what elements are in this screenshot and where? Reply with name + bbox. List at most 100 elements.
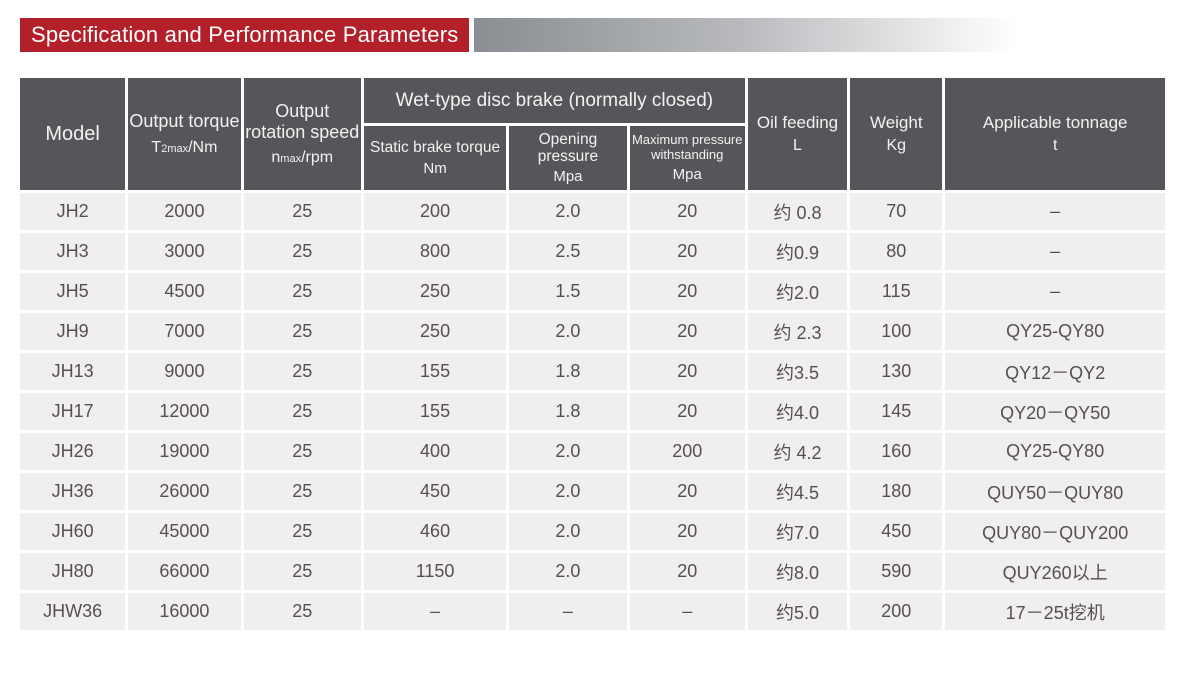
cell-output_speed: 25: [243, 473, 361, 510]
cell-model: JH5: [20, 273, 126, 310]
header-weight-label: Weight: [869, 112, 923, 132]
cell-model: JH9: [20, 313, 126, 350]
cell-opening_pressure: 2.5: [509, 233, 627, 270]
banner-gradient-bar: [474, 18, 1188, 52]
header-oil-feeding: Oil feeding L: [747, 78, 848, 190]
cell-static_brake_torque: 250: [363, 313, 507, 350]
header-max-pressure-label: Maximum pressure withstanding: [631, 132, 743, 162]
header-opening-pressure: Opening pressure Mpa: [509, 126, 627, 190]
table-row: JH36 26000 25 450 2.0 20 约4.5 180 QUY50－QUY80: [20, 473, 1165, 510]
cell-static_brake_torque: 155: [363, 353, 507, 390]
cell-max_pressure: 20: [629, 513, 745, 550]
cell-model: JH2: [20, 193, 126, 230]
header-opening-pressure-label: Opening pressure: [537, 130, 599, 165]
table-row: JH2 2000 25 200 2.0 20 约 0.8 70–: [20, 193, 1165, 230]
header-output-torque-symbol: T2max/Nm: [151, 138, 218, 156]
header-output-speed-symbol: nmax/rpm: [271, 148, 334, 166]
cell-output_torque: 2000: [128, 193, 241, 230]
cell-oil_feeding: 约0.9: [747, 233, 848, 270]
cell-static_brake_torque: 1150: [363, 553, 507, 590]
table-row: JH9 7000 25 250 2.0 20 约 2.3 100 QY25-QY80: [20, 313, 1165, 350]
header-model: Model: [20, 78, 126, 190]
cell-output_torque: 12000: [128, 393, 241, 430]
cell-static_brake_torque: 800: [363, 233, 507, 270]
cell-max_pressure: 200: [629, 433, 745, 470]
cell-output_speed: 25: [243, 393, 361, 430]
table-header: Model Output torque T2max/Nm Output rota…: [20, 78, 1165, 190]
spec-table: Model Output torque T2max/Nm Output rota…: [17, 75, 1168, 633]
cell-tonnage: QY12－QY2: [945, 353, 1165, 390]
cell-static_brake_torque: 250: [363, 273, 507, 310]
section-banner: Specification and Performance Parameters: [20, 18, 1188, 52]
table-row: JH80 66000 25 1150 2.0 20 约8.0 590 QUY260以上: [20, 553, 1165, 590]
cell-oil_feeding: 约7.0: [747, 513, 848, 550]
header-brake-group-label: Wet-type disc brake (normally closed): [395, 89, 714, 111]
cell-tonnage: QY25-QY80: [945, 313, 1165, 350]
cell-weight: 115: [850, 273, 943, 310]
cell-max_pressure: 20: [629, 273, 745, 310]
header-static-brake-unit: Nm: [423, 159, 447, 177]
cell-weight: 160: [850, 433, 943, 470]
cell-tonnage: –: [945, 273, 1165, 310]
cell-opening_pressure: 2.0: [509, 193, 627, 230]
header-tonnage-unit: t: [1052, 137, 1058, 155]
header-brake-group: Wet-type disc brake (normally closed): [363, 78, 745, 123]
header-static-brake: Static brake torque Nm: [363, 126, 507, 190]
header-weight: Weight Kg: [850, 78, 943, 190]
cell-model: JH36: [20, 473, 126, 510]
header-opening-pressure-unit: Mpa: [553, 168, 583, 186]
cell-output_torque: 4500: [128, 273, 241, 310]
cell-oil_feeding: 约5.0: [747, 593, 848, 630]
cell-max_pressure: –: [629, 593, 745, 630]
cell-output_speed: 25: [243, 313, 361, 350]
cell-tonnage: QUY260以上: [945, 553, 1165, 590]
table-row: JH3 3000 25 800 2.5 20 约0.9 80–: [20, 233, 1165, 270]
header-static-brake-label: Static brake torque: [370, 139, 501, 157]
cell-output_speed: 25: [243, 353, 361, 390]
cell-output_torque: 16000: [128, 593, 241, 630]
header-oil-feeding-label: Oil feeding: [756, 112, 839, 132]
cell-max_pressure: 20: [629, 313, 745, 350]
cell-model: JH26: [20, 433, 126, 470]
cell-oil_feeding: 约4.5: [747, 473, 848, 510]
cell-weight: 80: [850, 233, 943, 270]
cell-model: JH13: [20, 353, 126, 390]
cell-opening_pressure: 2.0: [509, 553, 627, 590]
cell-model: JHW36: [20, 593, 126, 630]
cell-max_pressure: 20: [629, 353, 745, 390]
cell-oil_feeding: 约8.0: [747, 553, 848, 590]
cell-max_pressure: 20: [629, 473, 745, 510]
cell-tonnage: QY25-QY80: [945, 433, 1165, 470]
header-tonnage-label: Applicable tonnage: [982, 112, 1128, 132]
header-model-label: Model: [45, 122, 100, 145]
cell-output_torque: 9000: [128, 353, 241, 390]
cell-tonnage: QY20－QY50: [945, 393, 1165, 430]
cell-opening_pressure: 1.5: [509, 273, 627, 310]
table-row: JH17 12000 25 155 1.8 20 约4.0 145 QY20－QY50: [20, 393, 1165, 430]
cell-weight: 145: [850, 393, 943, 430]
cell-output_torque: 3000: [128, 233, 241, 270]
cell-static_brake_torque: 400: [363, 433, 507, 470]
cell-static_brake_torque: –: [363, 593, 507, 630]
cell-tonnage: –: [945, 193, 1165, 230]
header-output-speed-label: Output rotation speed: [245, 101, 360, 142]
table-row: JH13 9000 25 155 1.8 20 约3.5 130 QY12－QY2: [20, 353, 1165, 390]
header-oil-feeding-unit: L: [793, 137, 802, 155]
cell-weight: 180: [850, 473, 943, 510]
cell-output_torque: 45000: [128, 513, 241, 550]
cell-oil_feeding: 约 0.8: [747, 193, 848, 230]
cell-static_brake_torque: 200: [363, 193, 507, 230]
section-title: Specification and Performance Parameters: [20, 18, 470, 52]
cell-max_pressure: 20: [629, 553, 745, 590]
cell-weight: 130: [850, 353, 943, 390]
table-row: JHW36 16000 25– – – 约5.0 200 17－25t挖机: [20, 593, 1165, 630]
cell-max_pressure: 20: [629, 193, 745, 230]
header-output-speed: Output rotation speed nmax/rpm: [243, 78, 361, 190]
header-max-pressure-unit: Mpa: [672, 165, 702, 183]
cell-output_speed: 25: [243, 273, 361, 310]
cell-static_brake_torque: 460: [363, 513, 507, 550]
cell-weight: 590: [850, 553, 943, 590]
cell-model: JH80: [20, 553, 126, 590]
cell-output_speed: 25: [243, 433, 361, 470]
cell-output_speed: 25: [243, 513, 361, 550]
